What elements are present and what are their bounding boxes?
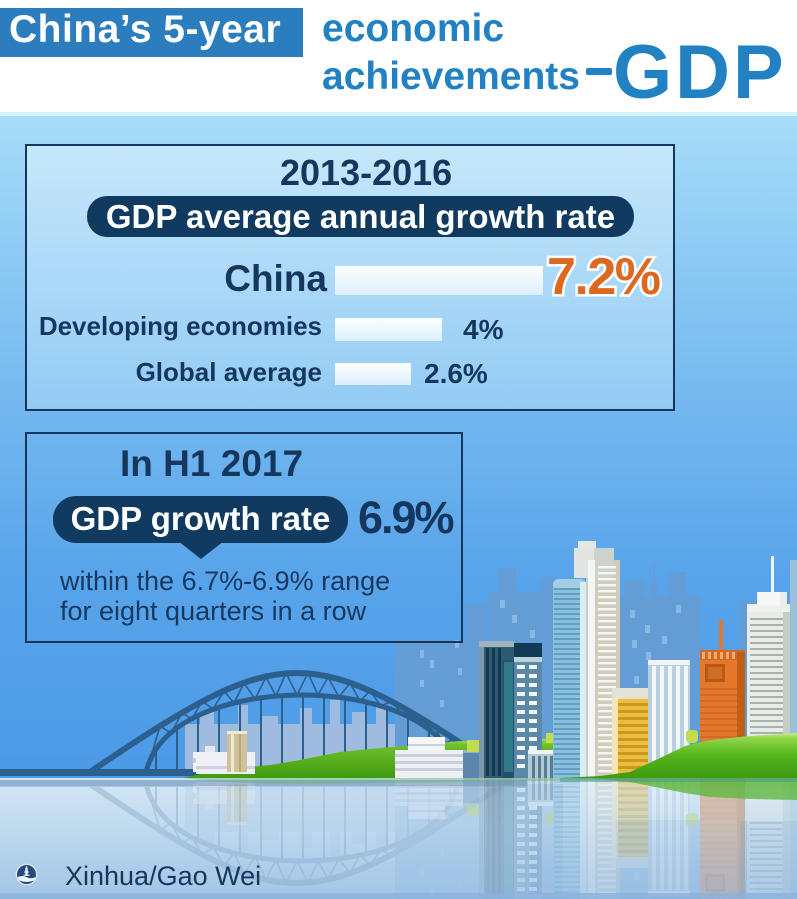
svg-text:7.2%: 7.2% [547,248,660,306]
